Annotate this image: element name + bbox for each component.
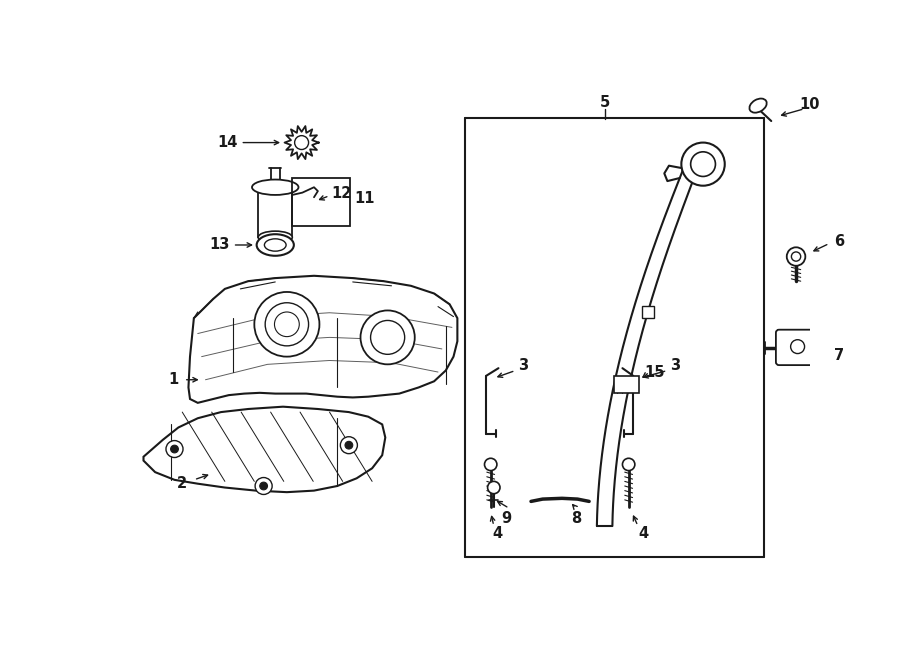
Text: 4: 4 [492,526,503,542]
Circle shape [345,442,353,449]
Bar [292,178,350,226]
Text: 10: 10 [800,97,820,112]
Text: 8: 8 [571,511,581,526]
Text: 3: 3 [518,358,528,373]
Circle shape [488,481,500,494]
Circle shape [274,312,300,336]
Circle shape [166,441,183,457]
Circle shape [266,303,309,346]
Text: 7: 7 [834,348,844,363]
Text: 4: 4 [638,526,648,542]
Circle shape [791,252,801,261]
Circle shape [787,248,806,265]
Polygon shape [188,276,457,403]
Text: 6: 6 [834,234,844,249]
Text: 3: 3 [670,358,680,373]
Ellipse shape [265,239,286,251]
Polygon shape [143,406,385,492]
Circle shape [260,482,267,490]
Circle shape [171,445,178,453]
Text: 11: 11 [354,191,374,207]
Circle shape [623,458,634,471]
Circle shape [484,458,497,471]
Circle shape [361,310,415,364]
Circle shape [340,437,357,453]
Text: 15: 15 [644,365,665,379]
Circle shape [681,142,724,186]
Bar [614,376,639,393]
Text: 12: 12 [331,186,351,201]
Ellipse shape [256,234,293,256]
Ellipse shape [252,179,299,195]
Circle shape [255,292,320,357]
Circle shape [294,136,309,150]
Text: 14: 14 [217,135,238,150]
Circle shape [255,477,272,495]
Bar [258,187,292,237]
Circle shape [690,152,716,177]
Ellipse shape [750,99,767,113]
Text: 2: 2 [177,476,187,491]
Circle shape [790,340,805,354]
Text: 1: 1 [167,372,178,387]
Text: 5: 5 [599,95,610,110]
Text: 9: 9 [501,511,511,526]
Bar [642,306,654,318]
FancyBboxPatch shape [776,330,816,365]
Ellipse shape [258,231,292,244]
Circle shape [371,320,405,354]
Text: 13: 13 [210,238,230,252]
